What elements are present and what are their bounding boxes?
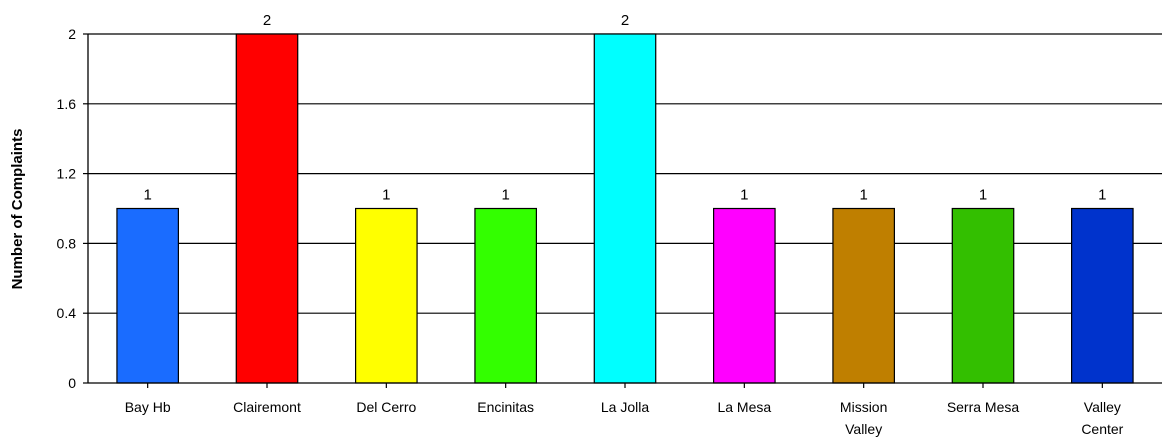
x-category-label: Clairemont bbox=[233, 399, 301, 415]
bar-data-label: 2 bbox=[263, 12, 271, 29]
bar-data-label: 1 bbox=[1098, 187, 1106, 204]
x-category-label: La Mesa bbox=[717, 399, 771, 415]
bar-data-label: 1 bbox=[143, 187, 151, 204]
x-category-label: Bay Hb bbox=[125, 399, 171, 415]
bar bbox=[832, 207, 895, 384]
axis-layer bbox=[83, 33, 1162, 388]
x-category-label: Mission bbox=[840, 399, 887, 415]
bar bbox=[474, 207, 537, 384]
y-tick-label: 0.4 bbox=[57, 305, 77, 321]
bar bbox=[355, 207, 418, 384]
x-category-label: Encinitas bbox=[477, 399, 534, 415]
bar bbox=[1071, 207, 1134, 384]
x-category-label: Serra Mesa bbox=[947, 399, 1020, 415]
y-tick-label: 2 bbox=[68, 26, 76, 42]
labels-layer: 0 0.4 0.8 1.2 1.6 2 1 Bay Hb 2 Clairemont 1 Del Cer… bbox=[57, 12, 1124, 437]
bar-data-label: 1 bbox=[382, 187, 390, 204]
y-axis-title: Number of Complaints bbox=[9, 129, 26, 290]
bar-data-label: 2 bbox=[621, 12, 629, 29]
bars-layer bbox=[116, 33, 1134, 384]
y-tick-label: 1.2 bbox=[57, 166, 77, 182]
x-category-label: Valley bbox=[1084, 399, 1121, 415]
bar-data-label: 1 bbox=[859, 187, 867, 204]
y-tick-label: 0 bbox=[68, 375, 76, 391]
bar-data-label: 1 bbox=[979, 187, 987, 204]
bar bbox=[116, 207, 179, 384]
bar bbox=[235, 33, 299, 384]
bar bbox=[593, 33, 657, 384]
x-category-label: Del Cerro bbox=[356, 399, 416, 415]
x-category-label: La Jolla bbox=[601, 399, 649, 415]
y-tick-label: 1.6 bbox=[57, 96, 77, 112]
y-tick-label: 0.8 bbox=[57, 235, 77, 251]
x-category-label: Center bbox=[1081, 421, 1123, 437]
bar-data-label: 1 bbox=[740, 187, 748, 204]
bar-data-label: 1 bbox=[501, 187, 509, 204]
x-category-label: Valley bbox=[845, 421, 882, 437]
bar bbox=[713, 207, 776, 384]
bar bbox=[951, 207, 1015, 384]
